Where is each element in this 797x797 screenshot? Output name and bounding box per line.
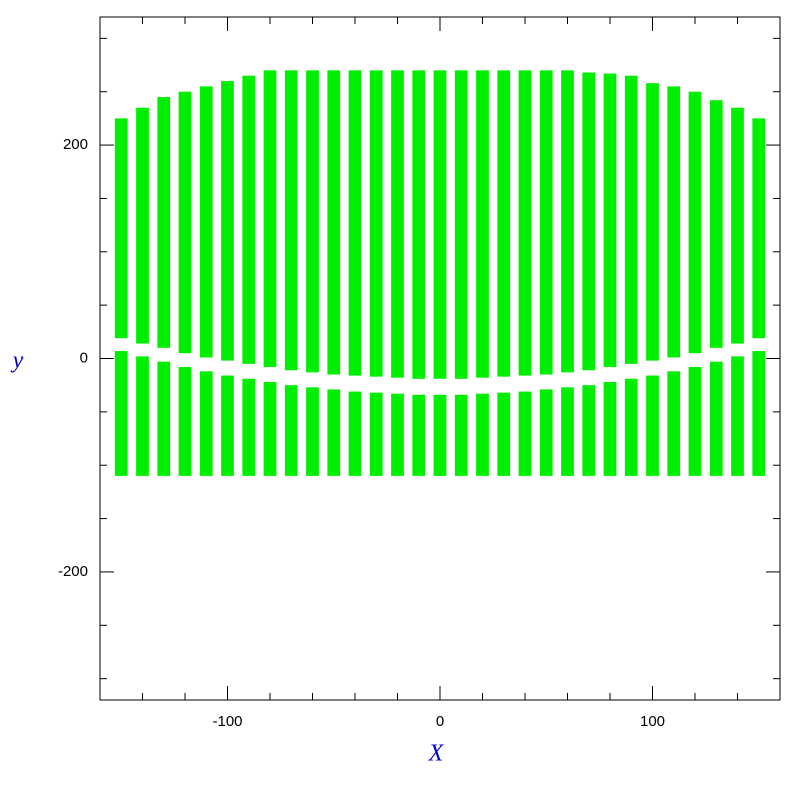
- strip: [454, 70, 468, 379]
- strip: [391, 70, 404, 378]
- strip: [221, 81, 234, 361]
- strip: [199, 371, 213, 476]
- strip: [136, 107, 149, 344]
- strip: [518, 70, 532, 376]
- strip: [433, 70, 447, 379]
- strip: [284, 70, 298, 371]
- strip: [688, 367, 702, 476]
- strip: [518, 391, 532, 476]
- strip: [561, 387, 574, 476]
- strip: [667, 86, 681, 358]
- strip: [242, 378, 256, 476]
- strip: [114, 351, 128, 476]
- strip: [688, 91, 702, 354]
- strip: [603, 381, 617, 476]
- strip: [369, 70, 383, 377]
- strip: [369, 392, 383, 476]
- y-tick-label: -200: [58, 563, 88, 580]
- strip: [646, 83, 659, 361]
- strip: [221, 375, 234, 476]
- strip: [497, 70, 511, 377]
- strip: [433, 394, 447, 476]
- strip: [263, 381, 277, 476]
- x-axis-label: X: [428, 741, 445, 767]
- strip: [242, 75, 256, 364]
- strip: [476, 393, 489, 476]
- y-tick-label: 200: [63, 136, 88, 153]
- strip: [539, 70, 553, 375]
- x-tick-label: -100: [212, 713, 242, 730]
- y-tick-label: 0: [80, 349, 88, 366]
- strip: [327, 70, 341, 375]
- strip: [306, 70, 319, 373]
- strip: [582, 385, 596, 476]
- strip: [136, 356, 149, 476]
- strip: [646, 375, 659, 476]
- strip: [348, 70, 362, 376]
- strip: [497, 392, 511, 476]
- strip: [603, 73, 617, 368]
- strip: [391, 393, 404, 476]
- strip: [476, 70, 489, 378]
- strip: [582, 72, 596, 371]
- strip: [731, 356, 744, 476]
- strip: [348, 391, 362, 476]
- strip: [114, 118, 128, 339]
- strip: [667, 371, 681, 476]
- strip: [412, 394, 426, 476]
- strip: [178, 91, 192, 354]
- strip: [624, 378, 638, 476]
- x-tick-label: 0: [436, 713, 444, 730]
- strip: [306, 387, 319, 476]
- strip: [709, 361, 723, 476]
- strip: [539, 389, 553, 476]
- strip: [624, 75, 638, 364]
- strip: [199, 86, 213, 358]
- strip: [709, 100, 723, 348]
- strip: [157, 361, 171, 476]
- strip: [561, 70, 574, 373]
- strip: [178, 367, 192, 476]
- strip: [752, 351, 766, 476]
- strip: [263, 70, 277, 368]
- y-axis-label: y: [11, 348, 24, 374]
- strip: [412, 70, 426, 379]
- strip: [157, 97, 171, 348]
- strip: [327, 389, 341, 476]
- strip: [284, 385, 298, 476]
- x-tick-label: 100: [640, 713, 665, 730]
- strip: [454, 394, 468, 476]
- strip: [752, 118, 766, 339]
- strip: [731, 107, 744, 344]
